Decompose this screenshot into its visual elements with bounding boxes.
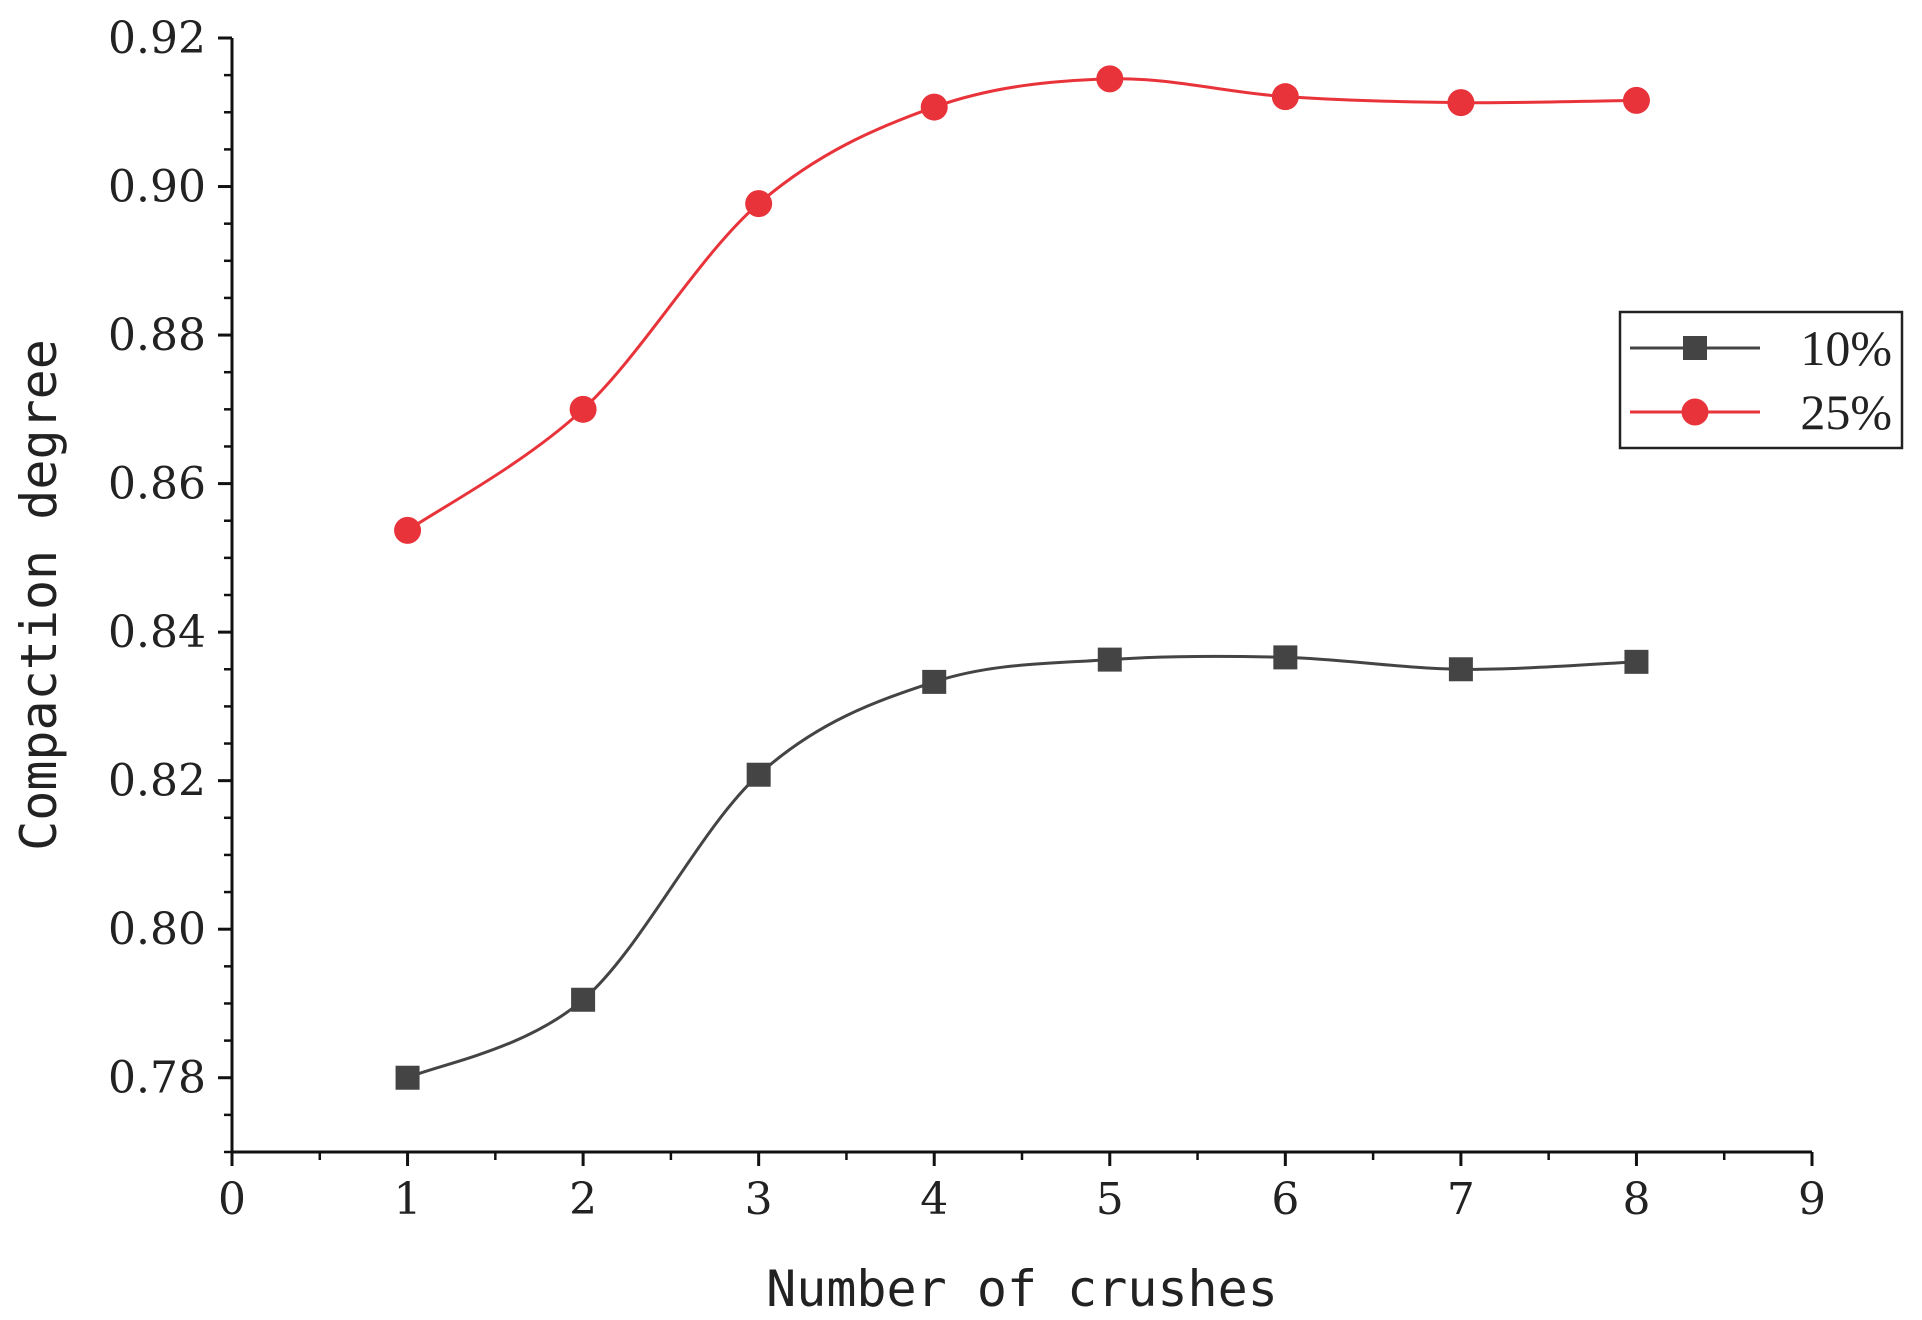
data-point (394, 516, 422, 544)
x-tick-label: 2 (569, 1174, 597, 1225)
data-point (1624, 649, 1649, 674)
legend-box (1618, 310, 1904, 450)
data-point (569, 395, 597, 423)
data-point (920, 93, 948, 121)
axes: 0 1 2 3 4 5 6 7 8 9 0.78 0.80 0.82 0.84 0.86 0.88 0.90 0.… (108, 13, 1826, 1225)
data-point (1273, 645, 1298, 670)
legend-marker (1683, 336, 1707, 360)
data-point (745, 190, 773, 218)
data-point (1271, 83, 1299, 111)
data-point (571, 987, 596, 1012)
y-tick-label: 0.90 (108, 162, 206, 213)
series-1 (395, 645, 1649, 1090)
y-tick-label: 0.80 (108, 904, 206, 955)
data-point (1097, 647, 1122, 672)
legend-marker (1681, 398, 1709, 426)
series-2 (394, 65, 1650, 544)
data-point (1096, 65, 1124, 93)
legend-item: 10% (1630, 320, 1892, 376)
x-tick-label: 1 (394, 1174, 422, 1225)
x-tick-label: 0 (218, 1174, 246, 1225)
y-axis-title: Compaction degree (10, 339, 68, 851)
series-line (406, 654, 1637, 1080)
x-tick-label: 9 (1798, 1174, 1826, 1225)
legend: 10%25% (1618, 310, 1904, 450)
data-point (1448, 657, 1473, 682)
data-point (746, 762, 771, 787)
legend-label: 25% (1800, 384, 1892, 440)
x-tick-label: 6 (1271, 1174, 1299, 1225)
data-point (1447, 89, 1475, 117)
y-tick-label: 0.86 (108, 459, 206, 510)
data-point (922, 669, 947, 694)
x-tick-label: 8 (1622, 1174, 1650, 1225)
y-tick-label: 0.78 (108, 1053, 206, 1104)
data-point (1622, 86, 1650, 114)
y-tick-label: 0.92 (108, 13, 206, 64)
legend-item: 25% (1630, 384, 1892, 440)
series-line (406, 77, 1637, 532)
y-tick-label: 0.88 (108, 310, 206, 361)
y-tick-label: 0.84 (108, 607, 206, 658)
x-tick-label: 4 (920, 1174, 948, 1225)
x-axis-title: Number of crushes (766, 1260, 1278, 1318)
y-tick-label: 0.82 (108, 756, 206, 807)
series-layer (394, 65, 1650, 1090)
x-tick-label: 7 (1447, 1174, 1475, 1225)
x-tick-label: 3 (745, 1174, 773, 1225)
data-point (395, 1065, 420, 1090)
x-tick-label: 5 (1096, 1174, 1124, 1225)
legend-label: 10% (1800, 320, 1892, 376)
